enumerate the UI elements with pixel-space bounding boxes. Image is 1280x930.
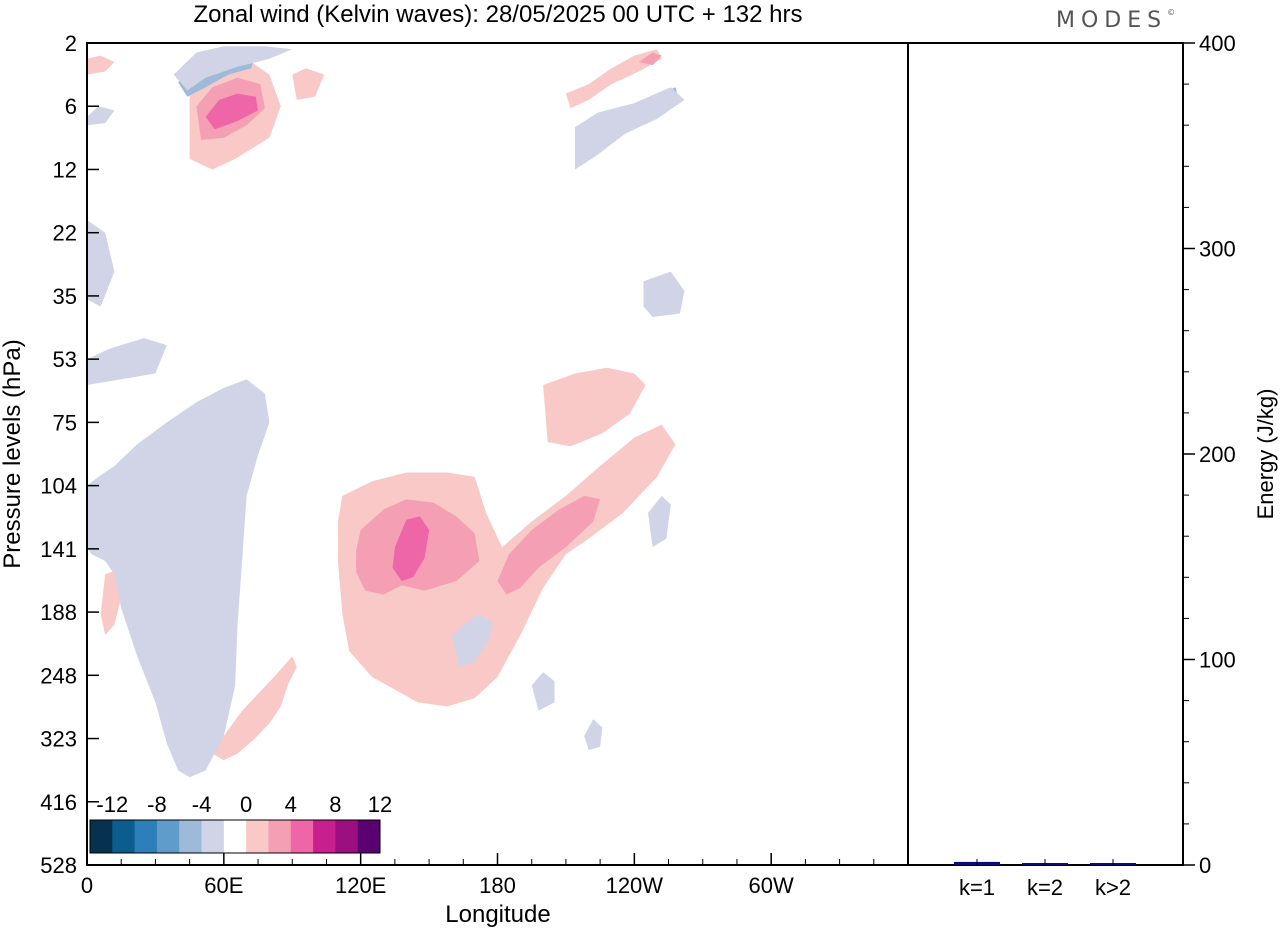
y-tick-label: 248 — [40, 663, 77, 688]
colorbar-label: 8 — [329, 792, 341, 817]
energy-tick-label: 100 — [1199, 648, 1236, 673]
y-tick-label: 2 — [65, 31, 77, 56]
energy-category-label: k>2 — [1095, 875, 1131, 900]
x-tick-label: 0 — [81, 873, 93, 898]
wind-contour-region — [87, 55, 115, 75]
wind-contour-region — [292, 68, 325, 100]
wind-contour-region — [543, 367, 646, 447]
energy-axis-label: Energy (J/kg) — [1253, 389, 1278, 520]
modes-logo: MODES© — [1056, 8, 1175, 33]
energy-category-label: k=1 — [959, 875, 995, 900]
y-tick-label: 416 — [40, 790, 77, 815]
y-tick-label: 35 — [53, 284, 77, 309]
wind-contour-region — [565, 49, 662, 109]
x-axis-label: Longitude — [445, 901, 550, 928]
wind-contour-region — [584, 719, 603, 751]
colorbar-swatch — [313, 820, 336, 853]
x-tick-label: 120E — [335, 873, 386, 898]
colorbar-swatch — [201, 820, 225, 853]
y-tick-label: 104 — [40, 474, 77, 499]
wind-contour-region — [497, 495, 601, 595]
y-tick-label: 6 — [65, 94, 77, 119]
colorbar-swatch — [357, 820, 381, 853]
colorbar-swatch — [179, 820, 203, 853]
colorbar-swatch — [246, 820, 269, 853]
energy-category-label: k=2 — [1027, 875, 1063, 900]
energy-tick-label: 300 — [1199, 237, 1236, 262]
x-tick-label: 120W — [606, 873, 664, 898]
y-tick-label: 22 — [53, 221, 77, 246]
wind-contour-region — [87, 220, 115, 307]
energy-tick-label: 400 — [1199, 31, 1236, 56]
wind-contour-region — [87, 379, 270, 778]
brand-name: MODES — [1056, 8, 1168, 33]
colorbar-swatch — [90, 820, 113, 853]
wind-contour-region — [648, 495, 671, 548]
chart-title: Zonal wind (Kelvin waves): 28/05/2025 00… — [194, 1, 803, 28]
wind-contour-region — [575, 87, 685, 170]
wind-contour-region — [531, 672, 555, 711]
brand-mark: © — [1167, 8, 1176, 17]
colorbar-swatch — [223, 820, 247, 853]
y-tick-label: 53 — [53, 347, 77, 372]
wind-contour-region — [638, 52, 662, 66]
energy-tick-label: 200 — [1199, 442, 1236, 467]
colorbar-swatch — [290, 820, 314, 853]
wind-contour-region — [451, 614, 493, 667]
colorbar-label: -8 — [147, 792, 167, 817]
colorbar-swatch — [335, 820, 359, 853]
energy-tick-label: 0 — [1199, 853, 1211, 878]
hovmoller-contour-plot: -12 -8 -4 0 4 8 12 0 60E 120E 180 120W 60W 2 6 12 22 35… — [0, 31, 909, 928]
wind-contour-region — [212, 656, 297, 761]
colorbar: -12 -8 -4 0 4 8 12 — [87, 783, 392, 859]
colorbar-label: -12 — [96, 792, 128, 817]
colorbar-label: 12 — [368, 792, 392, 817]
y-tick-label: 323 — [40, 727, 77, 752]
y-tick-label: 141 — [40, 537, 77, 562]
colorbar-swatch — [268, 820, 292, 853]
y-tick-label: 528 — [40, 853, 77, 878]
colorbar-label: 0 — [240, 792, 252, 817]
y-axis-label: Pressure levels (hPa) — [0, 339, 26, 568]
y-tick-label: 12 — [53, 157, 77, 182]
x-tick-label: 60W — [749, 873, 794, 898]
colorbar-swatch — [112, 820, 136, 853]
colorbar-label: -4 — [192, 792, 212, 817]
wind-contour-region — [173, 46, 293, 91]
wind-contour-region — [87, 106, 115, 126]
wind-contour-region — [205, 93, 258, 130]
colorbar-label: 4 — [285, 792, 297, 817]
wind-contour-region — [392, 516, 430, 582]
colorbar-frame — [89, 819, 381, 854]
energy-bar-chart: k=1 k=2 k>2 0 100 200 300 400 Energy (J/kg) — [907, 31, 1278, 900]
x-tick-label: 180 — [479, 873, 516, 898]
x-tick-label: 60E — [204, 873, 243, 898]
wind-contour-region — [643, 271, 685, 317]
y-tick-label: 75 — [53, 410, 77, 435]
wind-contour-region — [87, 338, 167, 385]
colorbar-swatch — [156, 820, 180, 853]
colorbar-swatch — [134, 820, 158, 853]
y-tick-label: 188 — [40, 600, 77, 625]
